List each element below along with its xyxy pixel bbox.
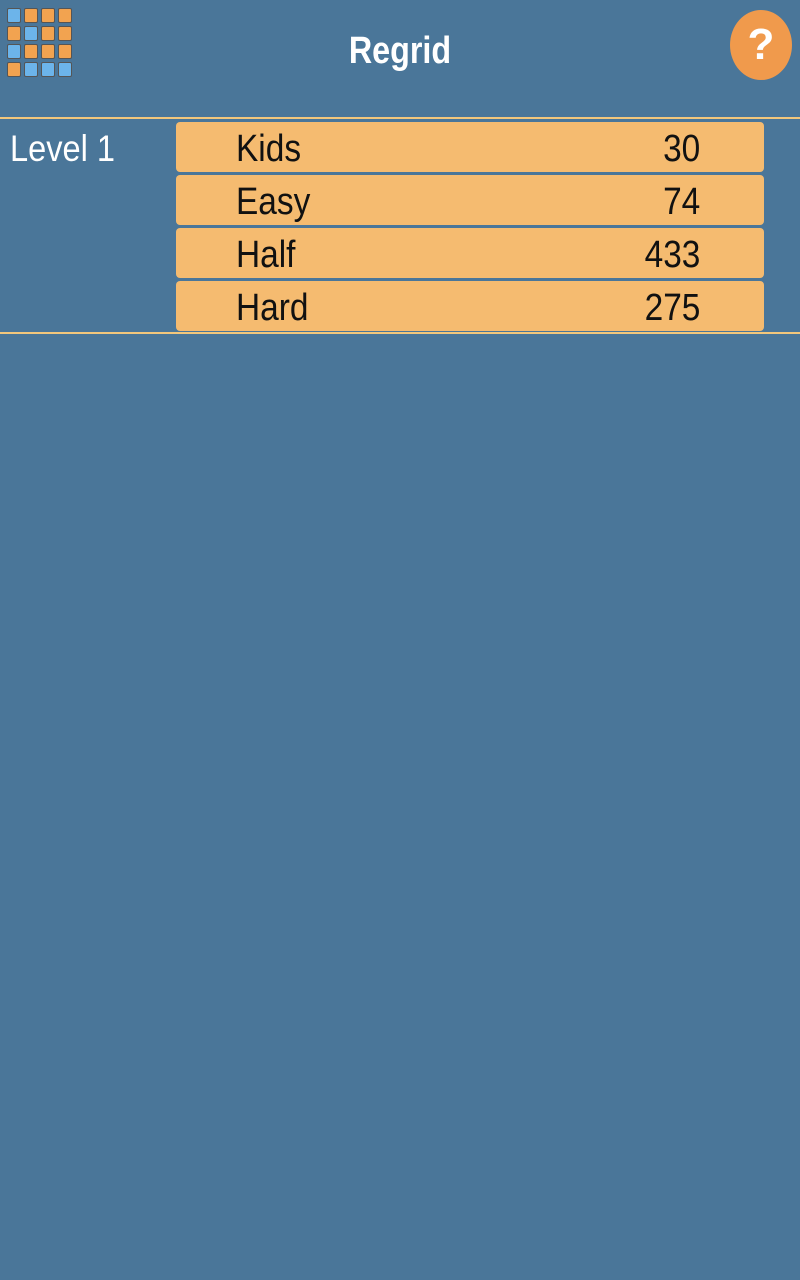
difficulty-count: 30 [662,128,700,170]
difficulty-name: Easy [236,181,311,223]
logo-tile [41,8,55,23]
page-title: Regrid [348,30,452,72]
question-mark-icon: ? [747,20,775,69]
difficulty-name: Hard [236,287,309,329]
divider [0,117,800,119]
difficulty-hard-button[interactable]: Hard 275 [176,281,764,331]
logo-tile [58,62,72,77]
logo-tile [24,44,38,59]
logo-tile [41,44,55,59]
help-button[interactable]: ? [730,10,792,80]
logo-tile [58,44,72,59]
logo-tile [24,8,38,23]
difficulty-count: 433 [644,234,700,276]
logo-tile [7,44,21,59]
logo-tile [24,62,38,77]
difficulty-name: Half [236,234,296,276]
grid-logo-icon[interactable] [7,8,73,84]
divider [0,332,800,334]
logo-tile [58,26,72,41]
logo-tile [7,26,21,41]
logo-tile [41,62,55,77]
difficulty-easy-button[interactable]: Easy 74 [176,175,764,225]
difficulty-kids-button[interactable]: Kids 30 [176,122,764,172]
difficulty-count: 275 [644,287,700,329]
difficulty-name: Kids [236,128,302,170]
logo-tile [7,62,21,77]
logo-tile [41,26,55,41]
level-label: Level 1 [10,128,115,169]
logo-tile [58,8,72,23]
difficulty-half-button[interactable]: Half 433 [176,228,764,278]
logo-tile [24,26,38,41]
logo-tile [7,8,21,23]
difficulty-count: 74 [662,181,700,223]
